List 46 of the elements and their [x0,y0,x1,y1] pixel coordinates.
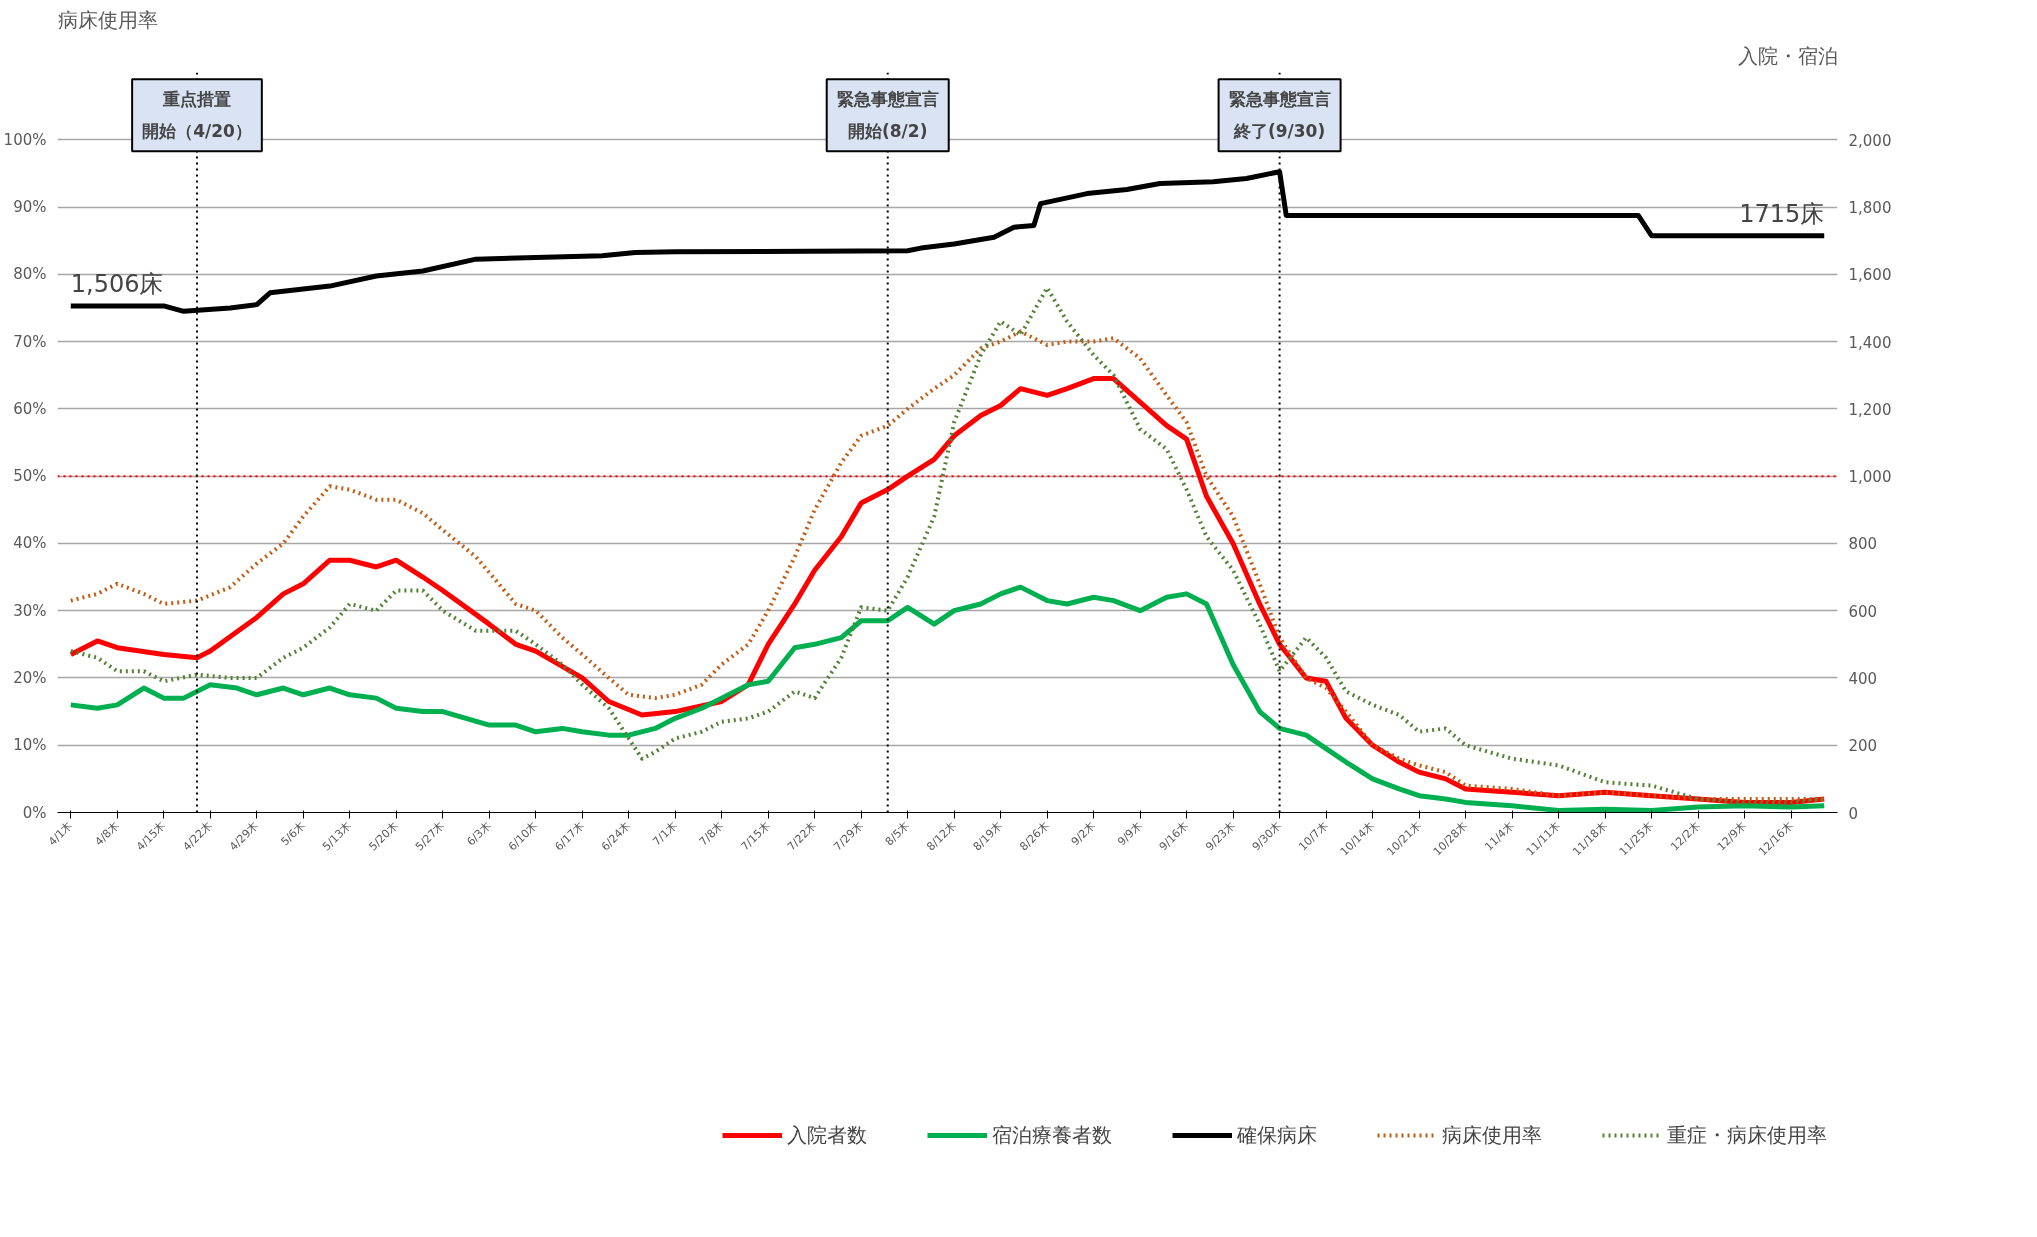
y-tick-label: 0% [22,803,47,822]
y-tick-label: 10% [13,736,47,755]
y-axis-title: 病床使用率 [57,7,158,32]
text: 開始（4/20） [142,121,252,142]
x-tick-label: 6/3木 [464,818,494,849]
y2-tick-label: 1,000 [1848,468,1892,487]
y-tick-label: 90% [13,198,47,217]
legend-label: 入院者数 [787,1121,867,1149]
y-tick-label: 40% [13,534,47,553]
x-tick-label: 4/8木 [92,818,122,849]
y2-tick-label: 2,000 [1848,131,1892,150]
x-tick-label: 7/8木 [696,818,727,849]
y-tick-label: 100% [3,130,47,149]
y-tick-label: 30% [13,601,47,620]
legend-label: 病床使用率 [1442,1121,1542,1149]
y2-tick-label: 1,600 [1848,266,1892,285]
y2-axis-title: 入院・宿泊 [1737,43,1838,68]
y-tick-label: 80% [13,265,47,284]
y2-tick-label: 600 [1848,602,1878,621]
y2-tick-label: 1,400 [1848,333,1892,352]
legend-label: 宿泊療養者数 [992,1121,1112,1149]
y-tick-label: 70% [13,332,47,351]
x-tick-label: 9/2木 [1068,818,1099,849]
y-tick-label: 60% [13,399,47,418]
text: 緊急事態宣言 [836,89,939,110]
x-tick-label: 7/1木 [650,818,680,849]
annotation: 1,506床 [70,269,164,298]
x-tick-label: 4/1木 [45,818,76,849]
legend-label: 重症・病床使用率 [1667,1121,1827,1149]
y2-tick-label: 1,800 [1848,199,1892,218]
y2-tick-label: 0 [1848,804,1859,823]
text: 緊急事態宣言 [1228,89,1331,110]
y2-tick-label: 200 [1848,737,1878,756]
y2-tick-label: 800 [1848,535,1878,554]
x-tick-label: 8/5木 [882,818,913,849]
annotation: 1715床 [1739,199,1825,228]
x-tick-label: 5/6木 [278,818,308,849]
x-tick-label: 9/9木 [1115,818,1145,849]
legend-label: 確保病床 [1237,1121,1317,1149]
text: 開始(8/2) [848,121,928,142]
text: 重点措置 [162,89,231,110]
y-tick-label: 20% [13,668,47,687]
y2-tick-label: 400 [1848,669,1878,688]
y-tick-label: 50% [13,467,47,486]
y2-tick-label: 1,200 [1848,400,1892,419]
text: 終了(9/30) [1233,121,1326,142]
